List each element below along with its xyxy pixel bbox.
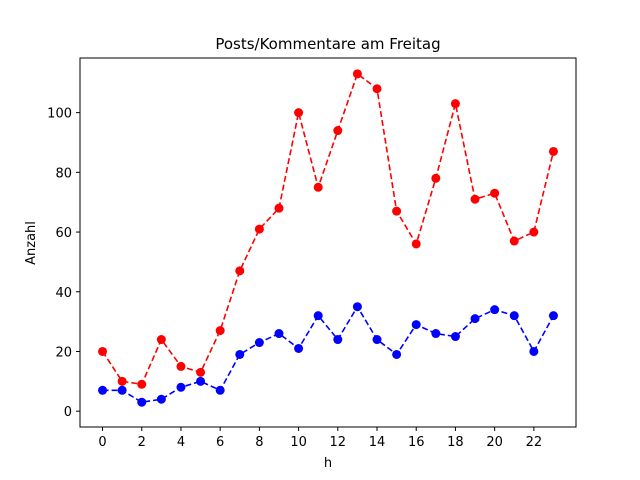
x-tick-label: 14	[369, 435, 386, 450]
series-1-point	[470, 314, 480, 324]
series-0-point	[333, 126, 343, 136]
series-1-point	[137, 397, 147, 407]
series-1-point	[235, 349, 245, 359]
y-tick-label: 20	[55, 345, 72, 360]
series-1-point	[529, 346, 539, 356]
series-1-point	[156, 394, 166, 404]
series-1-point	[548, 311, 558, 321]
y-tick-label: 60	[55, 226, 72, 241]
series-1-point	[274, 329, 284, 339]
series-1-point	[431, 329, 441, 339]
series-0-point	[450, 99, 460, 109]
series-0-point	[117, 376, 127, 386]
x-tick-label: 18	[447, 435, 464, 450]
series-0-point	[235, 266, 245, 276]
x-tick-label: 10	[290, 435, 307, 450]
series-0-point	[411, 239, 421, 249]
x-tick-label: 2	[138, 435, 146, 450]
series-1-point	[294, 343, 304, 353]
series-1-point	[98, 385, 108, 395]
series-0-point	[215, 326, 225, 336]
series-0-point	[352, 69, 362, 79]
axes-frame	[79, 57, 577, 428]
series-0-point	[274, 203, 284, 213]
series-0-point	[294, 108, 304, 118]
series-1-point	[215, 385, 225, 395]
x-tick-label: 8	[255, 435, 263, 450]
y-tick-label: 40	[55, 286, 72, 301]
series-1-point	[411, 320, 421, 330]
series-0-point	[529, 227, 539, 237]
series-0-point	[392, 206, 402, 216]
series-0-point	[137, 379, 147, 389]
series-1-point	[450, 332, 460, 342]
y-tick-label: 0	[64, 405, 72, 420]
series-1-point	[254, 338, 264, 348]
x-tick-label: 12	[330, 435, 347, 450]
series-0-point	[254, 224, 264, 234]
series-1-point	[176, 382, 186, 392]
x-tick-label: 0	[98, 435, 106, 450]
series-1-point	[117, 385, 127, 395]
y-tick-label: 100	[47, 107, 72, 122]
series-0-point	[548, 146, 558, 156]
series-0-point	[372, 84, 382, 94]
series-0-point	[490, 188, 500, 198]
series-0-point	[509, 236, 519, 246]
series-0-point	[431, 173, 441, 183]
series-0-point	[470, 194, 480, 204]
x-axis-label: h	[324, 456, 332, 471]
series-1-point	[313, 311, 323, 321]
series-1-point	[490, 305, 500, 315]
axes-layer: 0 2 4 6 8 10 12 14 16 18 20 22 0 20 40 60 80 100	[47, 57, 577, 450]
y-tick-label: 80	[55, 166, 72, 181]
series-0-point	[196, 367, 206, 377]
series-1-point	[196, 376, 206, 386]
series-1-point	[333, 335, 343, 345]
series-0-point	[176, 361, 186, 371]
series-layer	[98, 69, 558, 407]
x-tick-label: 6	[216, 435, 224, 450]
chart-title: Posts/Kommentare am Freitag	[215, 35, 440, 53]
y-axis-label: Anzahl	[24, 221, 39, 265]
series-1-point	[392, 349, 402, 359]
x-tick-label: 4	[177, 435, 185, 450]
series-0-point	[98, 346, 108, 356]
series-1-point	[509, 311, 519, 321]
x-tick-label: 22	[526, 435, 543, 450]
series-0-point	[313, 182, 323, 192]
x-tick-label: 20	[486, 435, 503, 450]
series-1-point	[372, 335, 382, 345]
x-tick-label: 16	[408, 435, 425, 450]
series-1-point	[352, 302, 362, 312]
series-0-point	[156, 335, 166, 345]
